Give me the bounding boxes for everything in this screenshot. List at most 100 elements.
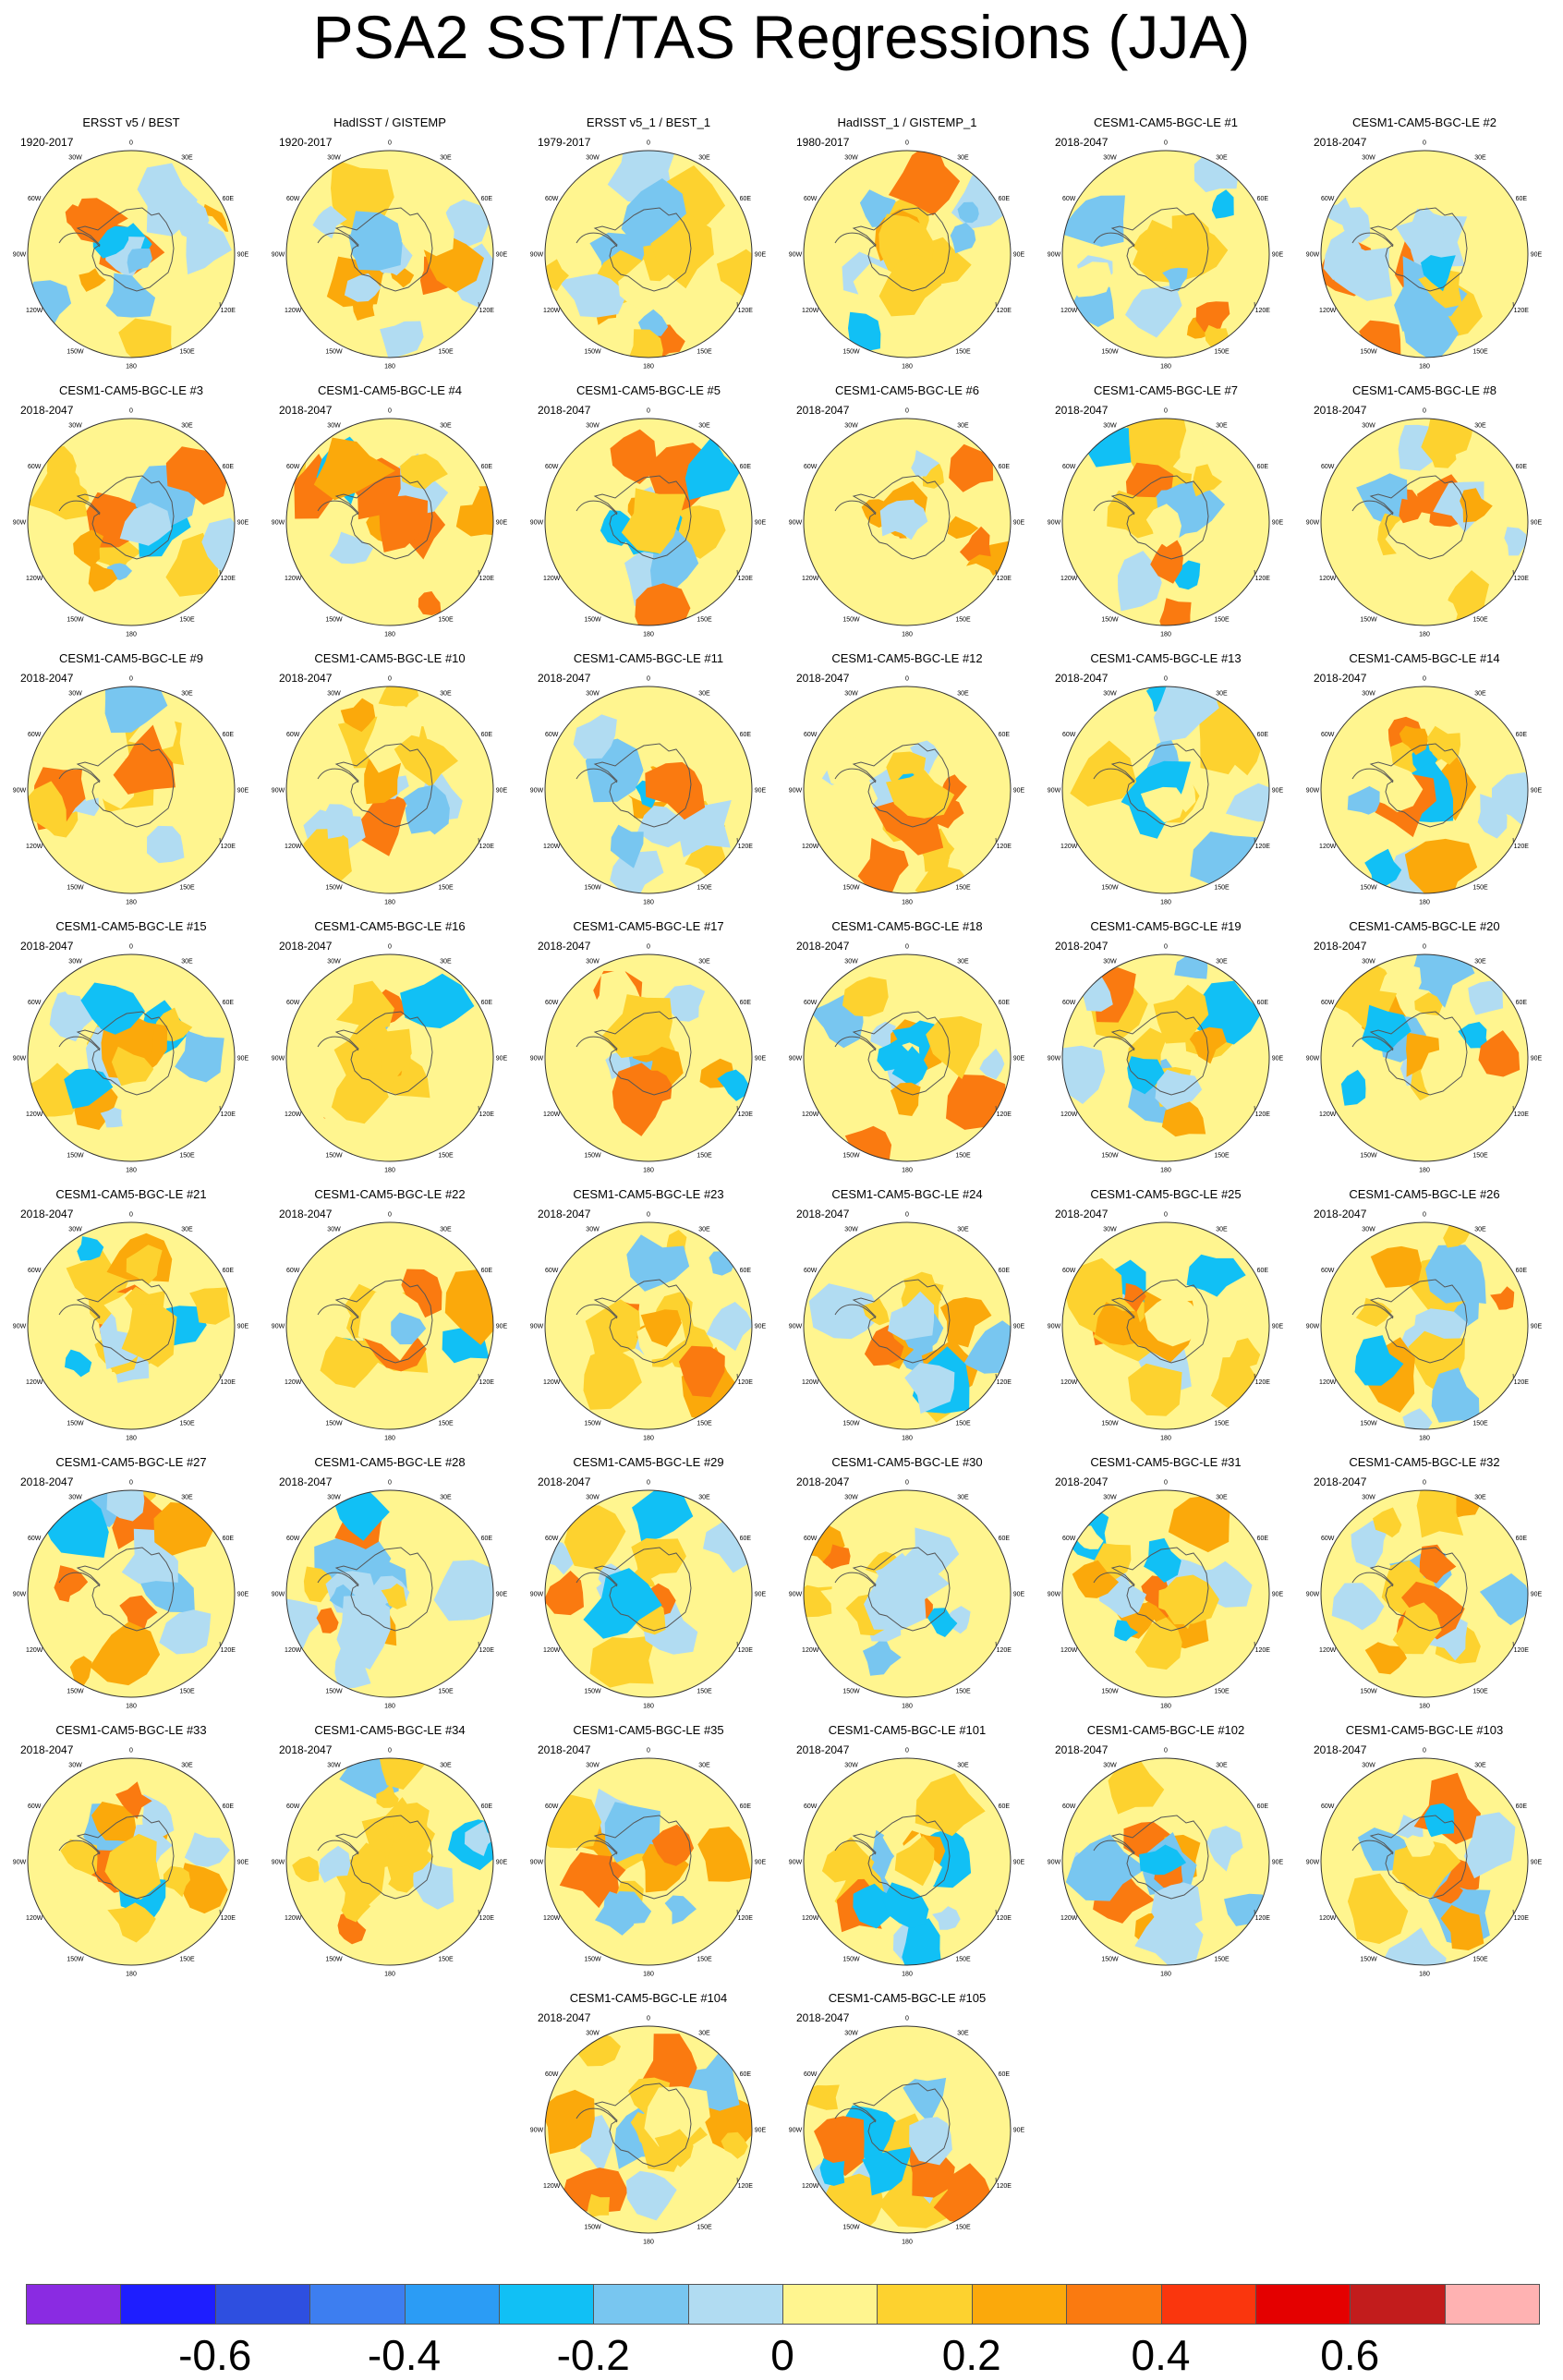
longitude-label: 0 xyxy=(1423,408,1426,415)
longitude-label: 0 xyxy=(647,140,650,147)
longitude-label: 150E xyxy=(697,884,712,891)
south-america-coastline xyxy=(834,768,877,783)
map-boundary xyxy=(27,1489,236,1698)
map-boundary xyxy=(285,953,494,1162)
south-america-coastline xyxy=(317,1304,359,1319)
longitude-label: 180 xyxy=(902,1168,913,1174)
longitude-label: 30W xyxy=(844,691,858,698)
longitude-label: 150W xyxy=(67,1688,84,1694)
south-america-coastline xyxy=(317,500,359,516)
longitude-label: 90W xyxy=(1048,252,1061,259)
polar-stereographic-map: 0 30E 60E 90E 120E 150E 180 150W 120W 90W 60W 30W xyxy=(530,1212,767,1442)
antarctica-coastline xyxy=(852,475,951,560)
anomaly-contour xyxy=(1354,1335,1404,1386)
longitude-label: 120E xyxy=(1514,1111,1530,1118)
panel-period: 2018-2047 xyxy=(20,1743,74,1756)
anomaly-contour xyxy=(90,1621,161,1686)
longitude-label: 150E xyxy=(1472,884,1488,891)
longitude-label: 90W xyxy=(13,788,27,795)
anomaly-contour xyxy=(60,1839,98,1880)
colorbar-swatch xyxy=(1254,2284,1351,2325)
longitude-label: 150E xyxy=(1472,616,1488,623)
longitude-label: 120E xyxy=(479,844,495,850)
longitude-label: 90E xyxy=(1272,788,1284,795)
map-boundary xyxy=(1061,150,1270,358)
anomaly-contour xyxy=(376,1783,399,1808)
longitude-label: 90E xyxy=(1013,1056,1025,1062)
longitude-label: 120E xyxy=(738,1647,754,1654)
longitude-label: 180 xyxy=(902,2240,913,2246)
longitude-label: 150W xyxy=(1101,1956,1119,1962)
panel-period: 2018-2047 xyxy=(20,404,74,417)
longitude-label: 0 xyxy=(129,676,133,683)
longitude-label: 0 xyxy=(647,676,650,683)
longitude-label: 60E xyxy=(740,1000,752,1006)
longitude-label: 60W xyxy=(28,196,42,202)
longitude-label: 150E xyxy=(1214,348,1230,355)
polar-stereographic-map: 0 30E 60E 90E 120E 150E 180 150W 120W 90W 60W 30W xyxy=(1306,1748,1543,1978)
longitude-label: 90E xyxy=(1013,1860,1025,1866)
longitude-label: 150E xyxy=(179,348,195,355)
polar-stereographic-map: 0 30E 60E 90E 120E 150E 180 150W 120W 90W 60W 30W xyxy=(1306,1212,1543,1442)
longitude-label: 30E xyxy=(1474,155,1486,162)
anomaly-contour xyxy=(1431,1367,1480,1423)
south-america-coastline xyxy=(834,232,877,248)
longitude-label: 150E xyxy=(955,1420,971,1427)
polar-stereographic-map: 0 30E 60E 90E 120E 150E 180 150W 120W 90W 60W 30W xyxy=(530,676,767,906)
polar-stereographic-map: 0 30E 60E 90E 120E 150E 180 150W 120W 90W 60W 30W xyxy=(1306,944,1543,1174)
anomaly-contour xyxy=(625,2170,677,2221)
longitude-label: 180 xyxy=(126,632,137,638)
panel-title: CESM1-CAM5-BGC-LE #7 xyxy=(1093,383,1239,397)
anomaly-contour xyxy=(165,446,228,505)
map-panel: CESM1-CAM5-BGC-LE #23 0 30E 60E 90E 120E 150E 1… xyxy=(528,1187,769,1446)
polar-stereographic-map: 0 30E 60E 90E 120E 150E 180 150W 120W 90W 60W 30W xyxy=(530,408,767,638)
longitude-label: 60W xyxy=(1062,464,1076,470)
anomaly-contour xyxy=(66,1250,129,1300)
longitude-label: 30E xyxy=(181,959,193,965)
longitude-label: 120W xyxy=(802,2183,819,2190)
anomaly-contour xyxy=(842,977,889,1017)
polar-stereographic-map: 0 30E 60E 90E 120E 150E 180 150W 120W 90W 60W 30W xyxy=(272,676,508,906)
anomaly-contour xyxy=(888,151,961,216)
longitude-label: 60W xyxy=(545,1803,559,1810)
longitude-label: 150E xyxy=(1214,1688,1230,1694)
longitude-label: 150E xyxy=(179,884,195,891)
polar-stereographic-map: 0 30E 60E 90E 120E 150E 180 150W 120W 90W 60W 30W xyxy=(1048,944,1284,1174)
longitude-label: 30E xyxy=(1216,1763,1228,1769)
panel-title: CESM1-CAM5-BGC-LE #33 xyxy=(55,1723,207,1737)
anomaly-contour xyxy=(100,1107,123,1128)
antarctica-coastline xyxy=(334,207,433,292)
anomaly-contour xyxy=(563,1505,626,1571)
map-boundary xyxy=(1320,953,1529,1162)
longitude-label: 150W xyxy=(325,1420,343,1427)
map-panel: CESM1-CAM5-BGC-LE #5 0 30E 60E 90E 120E 150E 18… xyxy=(528,383,769,642)
longitude-label: 90E xyxy=(1013,1324,1025,1330)
anomaly-contour xyxy=(380,321,424,358)
longitude-label: 30E xyxy=(698,1763,710,1769)
anomaly-contour xyxy=(559,1852,613,1909)
longitude-label: 180 xyxy=(1419,1168,1430,1174)
anomaly-contour xyxy=(71,198,128,244)
longitude-label: 150E xyxy=(1472,1420,1488,1427)
colorbar-swatch xyxy=(1066,2284,1162,2325)
anomaly-contour xyxy=(1433,1876,1463,1904)
south-america-coastline xyxy=(1093,768,1135,783)
longitude-label: 0 xyxy=(388,676,392,683)
longitude-label: 30E xyxy=(440,1495,452,1501)
panel-title: CESM1-CAM5-BGC-LE #9 xyxy=(58,651,204,665)
panel-title: CESM1-CAM5-BGC-LE #13 xyxy=(1090,651,1242,665)
longitude-label: 120E xyxy=(997,1111,1012,1118)
anomaly-contour xyxy=(1118,551,1162,612)
anomaly-contour xyxy=(618,259,654,310)
longitude-label: 120W xyxy=(285,576,302,582)
longitude-label: 30E xyxy=(1216,155,1228,162)
anomaly-contour xyxy=(1062,465,1102,511)
polar-stereographic-map: 0 30E 60E 90E 120E 150E 180 150W 120W 90W 60W 30W xyxy=(789,1748,1025,1978)
anomaly-contour xyxy=(329,531,373,565)
longitude-label: 0 xyxy=(1164,676,1168,683)
anomaly-contour xyxy=(318,1845,351,1883)
longitude-label: 30E xyxy=(1474,691,1486,698)
colorbar-swatch xyxy=(687,2284,783,2325)
map-boundary xyxy=(544,150,753,358)
